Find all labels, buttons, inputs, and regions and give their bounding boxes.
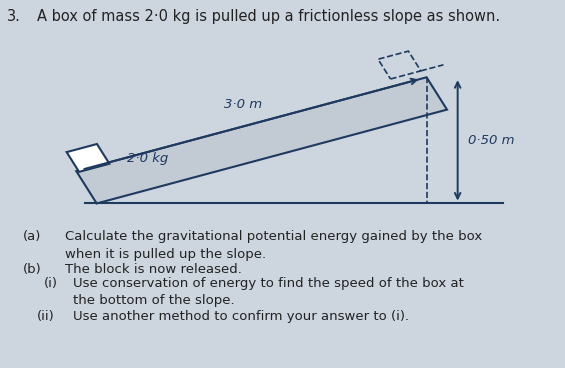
Text: A box of mass 2·0 kg is pulled up a frictionless slope as shown.: A box of mass 2·0 kg is pulled up a fric…	[37, 9, 500, 24]
Text: 3·0 m: 3·0 m	[224, 98, 262, 111]
Text: (b): (b)	[23, 263, 41, 276]
Text: Use another method to confirm your answer to (i).: Use another method to confirm your answe…	[73, 310, 410, 323]
Text: Use conservation of energy to find the speed of the box at: Use conservation of energy to find the s…	[73, 277, 464, 290]
Text: 3.: 3.	[7, 9, 21, 24]
Text: (ii): (ii)	[37, 310, 54, 323]
Text: (i): (i)	[44, 277, 58, 290]
Text: when it is pulled up the slope.: when it is pulled up the slope.	[65, 248, 266, 261]
Text: Calculate the gravitational potential energy gained by the box: Calculate the gravitational potential en…	[65, 230, 482, 243]
Text: 0·50 m: 0·50 m	[468, 134, 514, 147]
Text: 2·0 kg: 2·0 kg	[127, 152, 168, 165]
Polygon shape	[76, 77, 447, 204]
Polygon shape	[67, 144, 110, 172]
Text: the bottom of the slope.: the bottom of the slope.	[73, 294, 235, 307]
Text: The block is now released.: The block is now released.	[65, 263, 242, 276]
Text: (a): (a)	[23, 230, 41, 243]
